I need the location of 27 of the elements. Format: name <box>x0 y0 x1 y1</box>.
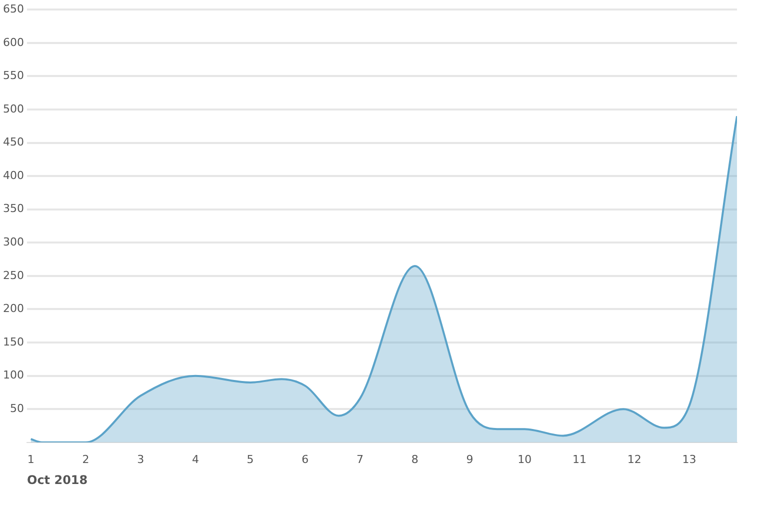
y-tick-label: 550 <box>2 69 24 82</box>
x-tick-label: 4 <box>192 452 199 466</box>
y-tick-label: 150 <box>2 335 24 348</box>
y-tick-label: 50 <box>10 402 24 415</box>
x-axis-title: Oct 2018 <box>26 472 88 487</box>
y-tick-label: 200 <box>2 302 24 316</box>
x-tick-label: 6 <box>302 452 309 466</box>
y-tick-label: 350 <box>2 202 24 216</box>
y-tick-label: 600 <box>2 36 24 49</box>
y-tick-label: 650 <box>2 2 24 16</box>
x-tick-label: 10 <box>518 452 532 466</box>
x-tick-label: 9 <box>466 452 474 466</box>
x-tick-label: 2 <box>82 452 90 466</box>
x-tick-label: 12 <box>627 452 642 466</box>
y-tick-label: 100 <box>2 368 24 382</box>
x-tick-label: 7 <box>356 452 364 466</box>
x-tick-label: 3 <box>137 452 144 466</box>
x-tick-label: 1 <box>27 452 34 466</box>
y-tick-label: 500 <box>2 102 24 116</box>
x-tick-label: 8 <box>411 452 418 466</box>
y-tick-label: 250 <box>2 268 24 282</box>
x-tick-label: 11 <box>572 452 587 466</box>
y-tick-label: 450 <box>2 136 24 149</box>
x-tick-label: 5 <box>246 452 254 466</box>
y-tick-label: 400 <box>2 168 24 182</box>
x-tick-label: 13 <box>682 452 696 466</box>
y-tick-label: 300 <box>2 236 24 249</box>
